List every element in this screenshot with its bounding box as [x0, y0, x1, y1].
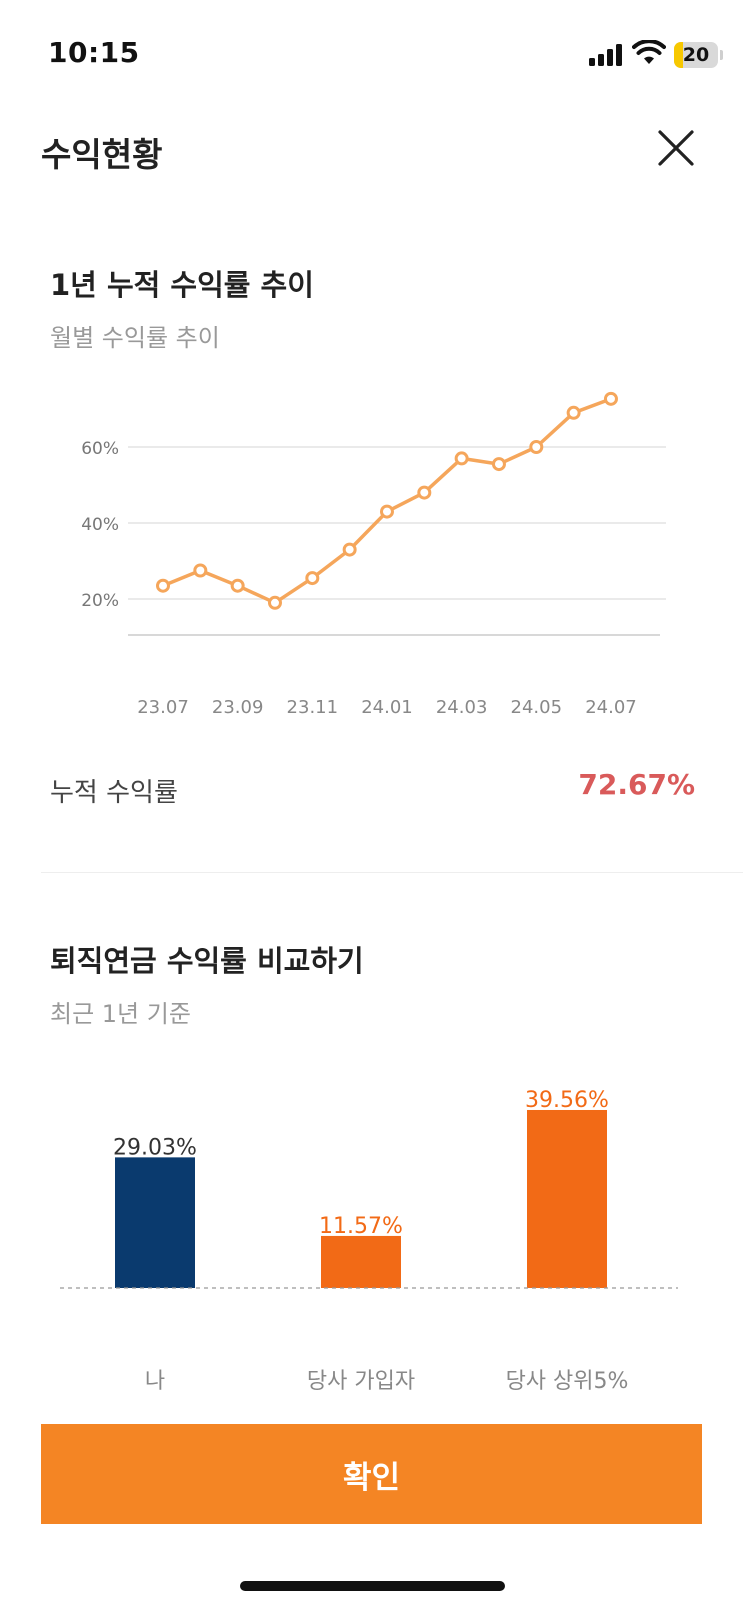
cumulative-return-label: 누적 수익률: [50, 778, 178, 808]
bar-chart: 29.03% 나 11.57% 당사 가입자 39.56% 당사 상위5%: [60, 1088, 678, 1390]
y-tick-label: 40%: [81, 515, 119, 535]
battery-fill: [674, 42, 683, 68]
data-point: [230, 578, 245, 593]
confirm-button[interactable]: 확인: [41, 1424, 702, 1524]
data-point: [305, 571, 320, 586]
section-divider: [41, 872, 743, 873]
close-button[interactable]: [656, 128, 696, 168]
series-line: [162, 397, 612, 605]
x-tick-label: 23.11: [287, 697, 339, 718]
status-time: 10:15: [48, 36, 140, 69]
y-tick-label: 20%: [81, 591, 119, 611]
battery-level: 20: [682, 44, 710, 66]
x-tick-label: 24.07: [585, 697, 637, 718]
data-point: [193, 563, 208, 578]
bar: [321, 1235, 401, 1288]
trend-title: 1년 누적 수익률 추이: [50, 268, 314, 302]
category-label: 당사 가입자: [307, 1369, 415, 1390]
data-point: [491, 457, 506, 472]
y-tick-label: 60%: [81, 439, 119, 459]
data-point: [342, 542, 357, 557]
category-label: 나: [145, 1369, 165, 1390]
data-point: [417, 485, 432, 500]
home-indicator: [240, 1581, 505, 1591]
compare-title: 퇴직연금 수익률 비교하기: [50, 944, 364, 978]
x-tick-label: 24.05: [511, 697, 563, 718]
data-point: [379, 504, 394, 519]
close-icon: [658, 130, 694, 166]
page-title: 수익현황: [41, 135, 163, 174]
data-point: [156, 578, 170, 593]
x-tick-label: 24.03: [436, 697, 488, 718]
x-tick-label: 23.09: [212, 697, 264, 718]
battery-icon: 20: [674, 42, 718, 68]
data-point: [454, 451, 469, 466]
category-label: 당사 상위5%: [506, 1369, 629, 1390]
x-tick-label: 23.07: [137, 697, 189, 718]
cumulative-return-value: 72.67%: [578, 768, 695, 801]
data-point: [603, 391, 618, 406]
bar-value-label: 39.56%: [525, 1088, 609, 1113]
signal-icon: [589, 44, 622, 66]
line-chart: 20% 40% 60% 23.07 23.09 23.11 24.01 24.03 24.05 2…: [81, 391, 666, 718]
battery-cap: [720, 50, 723, 60]
compare-subtitle: 최근 1년 기준: [50, 1000, 191, 1028]
status-bar: 10:15 20: [0, 0, 743, 100]
bar: [115, 1157, 195, 1288]
data-point: [529, 440, 544, 454]
data-point: [267, 595, 282, 610]
x-tick-label: 24.01: [361, 697, 413, 718]
data-point: [566, 405, 581, 420]
trend-subtitle: 월별 수익률 추이: [50, 324, 220, 352]
wifi-icon: [632, 40, 666, 64]
bar-value-label: 29.03%: [113, 1135, 197, 1160]
bar: [527, 1109, 607, 1288]
bar-value-label: 11.57%: [319, 1214, 403, 1239]
